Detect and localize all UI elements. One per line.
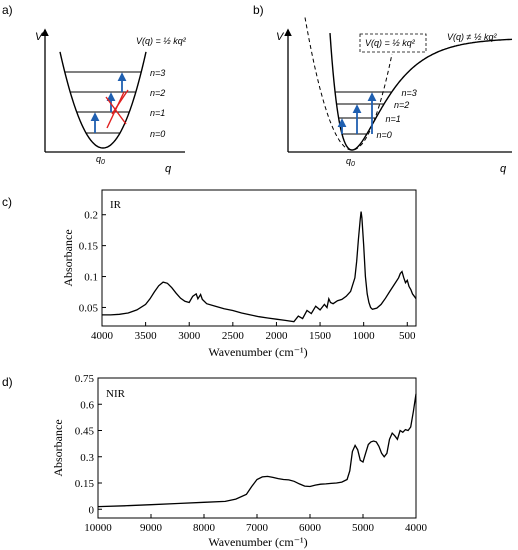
panel-a-potential-curve xyxy=(59,51,147,149)
panel-b-transition-arrows xyxy=(337,92,377,134)
panel-a-formula: V(q) = ½ kq² xyxy=(136,36,187,46)
chart-ir-plot-frame xyxy=(101,189,417,327)
chart-nir-x-tick-label: 6000 xyxy=(299,522,322,534)
chart-nir-x-tick-label: 8000 xyxy=(193,522,216,534)
panel-b-level-label: n=1 xyxy=(386,114,401,124)
chart-nir-y-axis: 0 0.15 0.3 0.45 0.6 0.75 xyxy=(75,373,102,516)
chart-ir-x-tick-label: 3500 xyxy=(135,330,158,342)
chart-nir-annotation: NIR xyxy=(106,388,126,400)
chart-nir-y-tick-label: 0.15 xyxy=(75,478,95,490)
panel-a-level-label: n=1 xyxy=(150,108,165,118)
panel-a-label: a) xyxy=(2,3,13,17)
chart-ir-y-tick-label: 0.05 xyxy=(79,302,99,314)
panel-b-formula-anharmonic: V(q) ≠ ½ kq² xyxy=(447,32,497,42)
chart-nir-y-tick-label: 0.45 xyxy=(75,426,95,438)
chart-ir-annotation: IR xyxy=(110,199,122,211)
panel-a-v-axis-label: V xyxy=(35,31,44,43)
chart-ir-y-label: Absorbance xyxy=(61,229,75,286)
chart-nir-x-tick-label: 4000 xyxy=(405,522,428,534)
chart-ir-x-tick-label: 1000 xyxy=(353,330,376,342)
panel-b-v-axis-label: V xyxy=(276,31,285,43)
chart-ir-x-tick-label: 1500 xyxy=(309,330,332,342)
chart-nir-panel-label: d) xyxy=(2,375,13,389)
panel-a: a) V q V(q) = ½ kq² n=0 n=1 n=2 n=3 q0 xyxy=(2,3,187,175)
chart-nir-x-label: Wavenumber (cm⁻¹) xyxy=(208,535,307,549)
chart-nir-y-tick-label: 0.3 xyxy=(80,452,94,464)
panel-b-formula-box xyxy=(359,33,427,53)
chart-ir-x-tick-label: 2500 xyxy=(222,330,245,342)
chart-nir-y-tick-label: 0.6 xyxy=(80,399,94,411)
chart-ir: c) IR 4000 3500 3000 2500 2000 1500 1000 500 0.… xyxy=(2,189,417,359)
chart-nir-x-tick-label: 5000 xyxy=(352,522,375,534)
panel-b-q0-label: q0 xyxy=(346,156,355,168)
panel-b-formula-harmonic: V(q) = ½ kq² xyxy=(365,38,416,48)
panel-a-q0-label: q0 xyxy=(96,154,105,166)
panel-b-label: b) xyxy=(253,3,264,17)
chart-ir-x-tick-label: 2000 xyxy=(265,330,288,342)
chart-nir: d) NIR 10000 9000 8000 7000 6000 5000 4000 0 0.… xyxy=(2,373,428,549)
panel-a-level-label: n=2 xyxy=(150,88,165,98)
chart-ir-x-tick-label: 500 xyxy=(399,330,416,342)
chart-nir-plot-frame xyxy=(97,377,417,519)
chart-ir-y-tick-label: 0.2 xyxy=(84,210,98,222)
chart-ir-y-tick-label: 0.15 xyxy=(79,241,99,253)
chart-ir-x-axis: 4000 3500 3000 2500 2000 1500 1000 500 xyxy=(91,322,416,342)
panel-a-q-axis-label: q xyxy=(165,163,172,175)
chart-ir-panel-label: c) xyxy=(2,195,12,209)
chart-ir-x-label: Wavenumber (cm⁻¹) xyxy=(208,345,307,359)
chart-nir-x-axis: 10000 9000 8000 7000 6000 5000 4000 xyxy=(84,514,428,534)
panel-b-anharmonic-curve xyxy=(329,33,513,151)
chart-ir-x-tick-label: 4000 xyxy=(91,330,114,342)
panel-b-level-label: n=2 xyxy=(394,100,409,110)
chart-ir-series-line xyxy=(102,211,417,323)
panel-b-level-label: n=0 xyxy=(377,130,392,140)
chart-nir-y-tick-label: 0.75 xyxy=(75,373,95,385)
panel-a-level-label: n=3 xyxy=(150,68,165,78)
panel-b-q-axis-label: q xyxy=(500,163,507,175)
panel-a-energy-levels: n=0 n=1 n=2 n=3 xyxy=(64,68,165,139)
chart-ir-y-tick-label: 0.1 xyxy=(84,272,98,284)
chart-nir-y-label: Absorbance xyxy=(51,419,65,476)
chart-ir-x-tick-label: 3000 xyxy=(178,330,201,342)
panel-b: b) V q V(q) = ½ kq² V(q) ≠ ½ kq² n=0 n=1 n… xyxy=(253,3,513,175)
chart-ir-y-axis: 0.05 0.1 0.15 0.2 xyxy=(79,210,106,314)
chart-nir-y-tick-label: 0 xyxy=(89,504,95,516)
panel-b-level-label: n=3 xyxy=(402,88,417,98)
chart-nir-series-line xyxy=(97,393,417,508)
chart-nir-x-tick-label: 10000 xyxy=(84,522,112,534)
panel-a-forbidden-transitions xyxy=(105,89,129,129)
chart-nir-x-tick-label: 7000 xyxy=(246,522,269,534)
chart-nir-x-tick-label: 9000 xyxy=(140,522,163,534)
panel-a-level-label: n=0 xyxy=(150,129,165,139)
